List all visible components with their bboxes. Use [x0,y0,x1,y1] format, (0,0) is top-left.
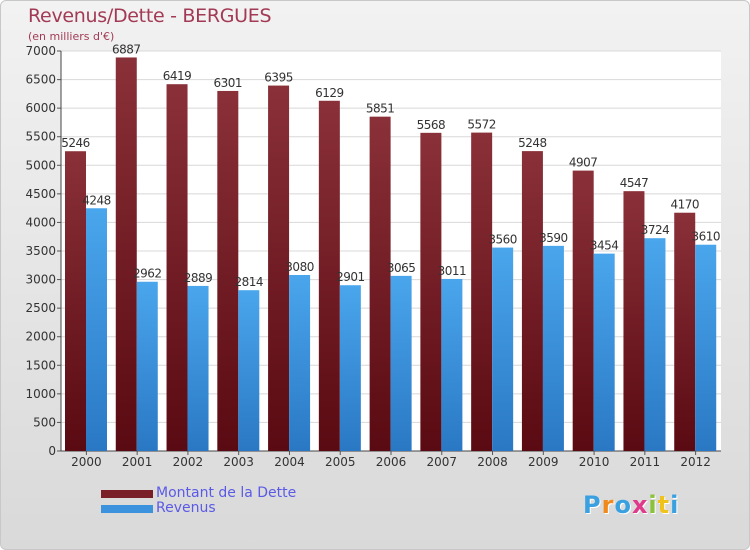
bar-revenus [238,290,260,451]
legend-swatch-revenus [101,505,153,513]
bar-dette [65,151,86,451]
logo-letter: i [648,491,658,519]
data-label-dette: 6419 [163,69,192,83]
bar-revenus [136,281,158,451]
y-tick-label: 2500 [25,301,56,315]
data-label-revenus: 2901 [336,270,365,284]
logo-letter: t [657,491,671,519]
x-tick-label: 2004 [274,455,305,469]
data-label-dette: 5851 [366,102,395,116]
legend-swatch-dette [101,490,153,498]
bar-dette [166,84,188,451]
bar-dette [318,100,340,452]
bar-revenus [390,275,412,451]
y-tick-label: 7000 [25,44,56,58]
bar-dette [369,116,391,452]
bar-revenus [187,285,209,451]
data-label-revenus: 3011 [438,264,467,278]
logo-letter: P [583,491,602,519]
bar-revenus [492,247,514,451]
x-tick-label: 2000 [71,455,102,469]
data-label-revenus: 3560 [488,233,517,247]
bar-revenus [644,238,666,451]
bar-revenus [289,275,311,451]
data-label-dette: 6129 [315,86,344,100]
bar-dette [521,151,543,451]
proxiti-logo: Proxiti [583,491,679,519]
y-tick-label: 5500 [25,130,56,144]
data-label-dette: 4547 [620,176,649,190]
data-label-dette: 6395 [264,71,293,85]
data-label-revenus: 2962 [133,267,162,281]
x-tick-label: 2008 [477,455,508,469]
y-tick-label: 3000 [25,273,56,287]
y-tick-label: 4500 [25,187,56,201]
data-label-revenus: 3590 [539,231,568,245]
y-tick-label: 0 [48,444,56,458]
data-label-revenus: 2814 [235,275,264,289]
logo-letter: r [601,491,615,519]
logo-letter: i [670,491,680,519]
x-tick-label: 2002 [173,455,204,469]
bar-revenus [695,244,717,451]
bar-dette [471,132,493,451]
x-tick-label: 2007 [426,455,457,469]
x-tick-label: 2010 [579,455,610,469]
bar-revenus [593,253,615,451]
logo-letter: x [631,491,649,519]
y-tick-label: 500 [33,415,56,429]
data-label-dette: 6887 [112,42,141,56]
data-label-revenus: 2889 [184,271,213,285]
x-tick-label: 2003 [223,455,254,469]
y-tick-label: 4000 [25,215,56,229]
y-tick-label: 3500 [25,244,56,258]
y-tick-label: 6500 [25,73,56,87]
x-tick-label: 2009 [528,455,559,469]
bar-dette [115,57,137,451]
chart-subtitle: (en milliers d'€) [28,30,115,43]
bar-revenus [339,285,361,451]
logo-letter: o [614,491,632,519]
bar-dette [268,85,290,452]
legend-label-dette: Montant de la Dette [156,485,297,501]
y-tick-label: 5000 [25,158,56,172]
data-label-dette: 6301 [214,76,243,90]
x-tick-label: 2006 [376,455,407,469]
x-tick-label: 2011 [630,455,661,469]
data-label-dette: 4907 [569,156,598,170]
data-label-revenus: 3454 [590,239,619,253]
y-tick-label: 1500 [25,358,56,372]
bar-revenus [441,278,463,451]
bar-dette [217,90,239,451]
y-tick-label: 6000 [25,101,56,115]
x-tick-label: 2005 [325,455,356,469]
data-label-revenus: 3724 [641,223,670,237]
bar-dette [572,170,594,451]
bar-revenus [542,245,564,451]
data-label-dette: 4170 [670,198,699,212]
data-label-dette: 5572 [467,118,496,132]
chart-title: Revenus/Dette - BERGUES [28,5,272,27]
data-label-dette: 5248 [518,136,547,150]
data-label-dette: 5246 [61,136,90,150]
data-label-revenus: 3080 [285,260,314,274]
data-label-revenus: 3610 [691,230,720,244]
data-label-revenus: 3065 [387,261,416,275]
bar-revenus [86,208,107,451]
legend-label-revenus: Revenus [156,500,216,516]
x-tick-label: 2001 [122,455,153,469]
y-tick-label: 2000 [25,330,56,344]
data-label-dette: 5568 [417,118,446,132]
y-tick-label: 1000 [25,387,56,401]
bar-dette [623,191,645,451]
data-label-revenus: 4248 [82,193,111,207]
bar-dette [674,212,696,451]
x-tick-label: 2012 [680,455,711,469]
bar-dette [420,132,442,452]
